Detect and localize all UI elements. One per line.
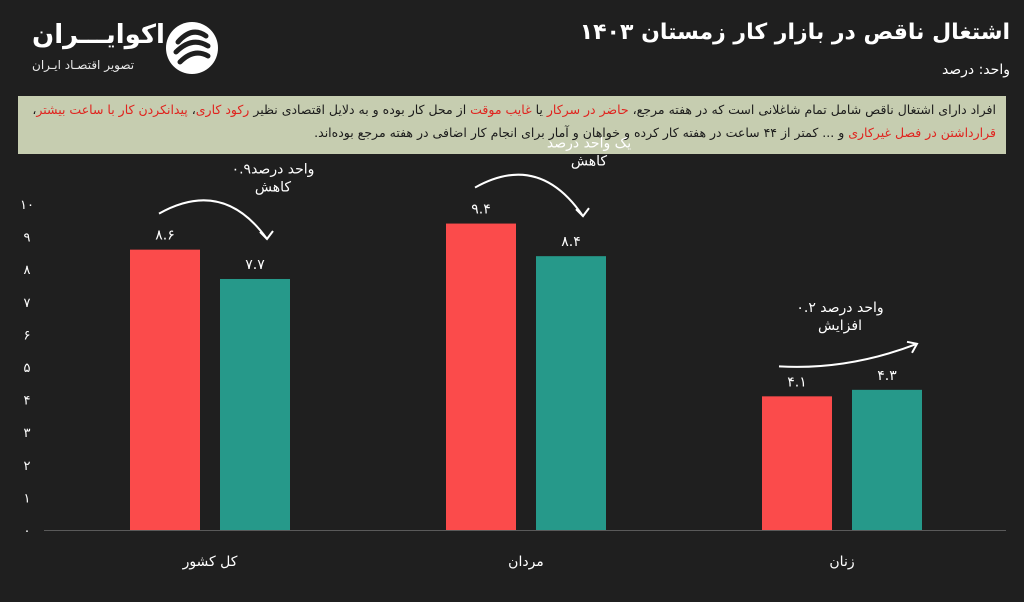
unit-label: واحد: درصد bbox=[941, 62, 1010, 78]
y-tick-label: ۱۰ bbox=[20, 198, 34, 213]
annotation-text: کاهش bbox=[571, 154, 607, 170]
bar bbox=[130, 249, 200, 530]
definition-text: و ... کمتر از ۴۴ ساعت در هفته کار کرده و… bbox=[314, 125, 849, 140]
change-arrow bbox=[158, 199, 268, 240]
annotation-text: ۰.۲ واحد درصد bbox=[796, 300, 883, 316]
bar bbox=[220, 278, 290, 530]
x-category-label: کل کشور bbox=[182, 554, 238, 570]
change-arrow bbox=[778, 342, 918, 368]
definition-text: ، bbox=[187, 102, 196, 117]
definition-text: از محل کار بوده و به دلایل اقتصادی نظیر bbox=[249, 102, 471, 117]
data-label: ۸.۶ bbox=[155, 228, 175, 244]
data-label: ۴.۳ bbox=[877, 368, 897, 384]
y-tick-label: ۹ bbox=[24, 231, 31, 246]
y-tick-label: ۰ bbox=[24, 524, 31, 539]
definition-text: ، bbox=[32, 102, 37, 117]
y-tick-label: ۲ bbox=[24, 459, 31, 474]
x-category-label: مردان bbox=[508, 554, 544, 570]
definition-highlight: حاضر در سرکار bbox=[546, 102, 629, 117]
annotation-text: افزایش bbox=[818, 318, 862, 334]
y-tick-label: ۱ bbox=[24, 491, 31, 506]
arrow-head-icon bbox=[906, 340, 919, 354]
annotation-text: ۰.۹واحد درصد bbox=[232, 162, 315, 178]
y-tick-label: ۶ bbox=[24, 328, 31, 343]
bar bbox=[446, 223, 516, 530]
y-tick-label: ۳ bbox=[24, 426, 31, 441]
page-title: اشتغال ناقص در بازار کار زمستان ۱۴۰۳ bbox=[579, 20, 1010, 45]
definition-highlight: قرارداشتن در فصل غیرکاری bbox=[848, 125, 996, 140]
data-label: ۴.۱ bbox=[787, 374, 807, 390]
brand-tagline: تصویر اقتصـاد ایـران bbox=[32, 58, 135, 72]
bar bbox=[762, 396, 832, 530]
arrow-head-icon bbox=[259, 230, 274, 241]
ecoiran-logo-icon bbox=[164, 20, 220, 80]
y-tick-label: ۷ bbox=[24, 296, 31, 311]
definition-text: افراد دارای اشتغال ناقص شامل تمام شاغلان… bbox=[628, 102, 996, 117]
x-category-label: زنان bbox=[829, 554, 854, 570]
definition-text: یا bbox=[531, 102, 547, 117]
data-label: ۸.۴ bbox=[561, 234, 581, 250]
data-label: ۷.۷ bbox=[245, 257, 265, 273]
y-tick-label: ۴ bbox=[24, 394, 31, 409]
definition-highlight: پیدانکردن کار با ساعت بیشتر bbox=[36, 102, 188, 117]
y-tick-label: ۸ bbox=[24, 263, 31, 278]
bar bbox=[852, 389, 922, 530]
brand-logo: اکوایـــران تصویر اقتصـاد ایـران bbox=[24, 18, 224, 80]
annotation-text: یک واحد درصد bbox=[547, 136, 631, 152]
y-tick-label: ۵ bbox=[24, 361, 31, 376]
brand-name: اکوایـــران bbox=[32, 20, 165, 50]
definition-highlight: غایب موقت bbox=[470, 102, 532, 117]
change-arrow bbox=[474, 173, 584, 217]
arrow-head-icon bbox=[575, 207, 590, 218]
definition-box: افراد دارای اشتغال ناقص شامل تمام شاغلان… bbox=[18, 96, 1006, 154]
annotation-text: کاهش bbox=[255, 180, 291, 196]
definition-highlight: رکود کاری bbox=[195, 102, 250, 117]
data-label: ۹.۴ bbox=[471, 202, 491, 218]
bar bbox=[536, 256, 606, 530]
